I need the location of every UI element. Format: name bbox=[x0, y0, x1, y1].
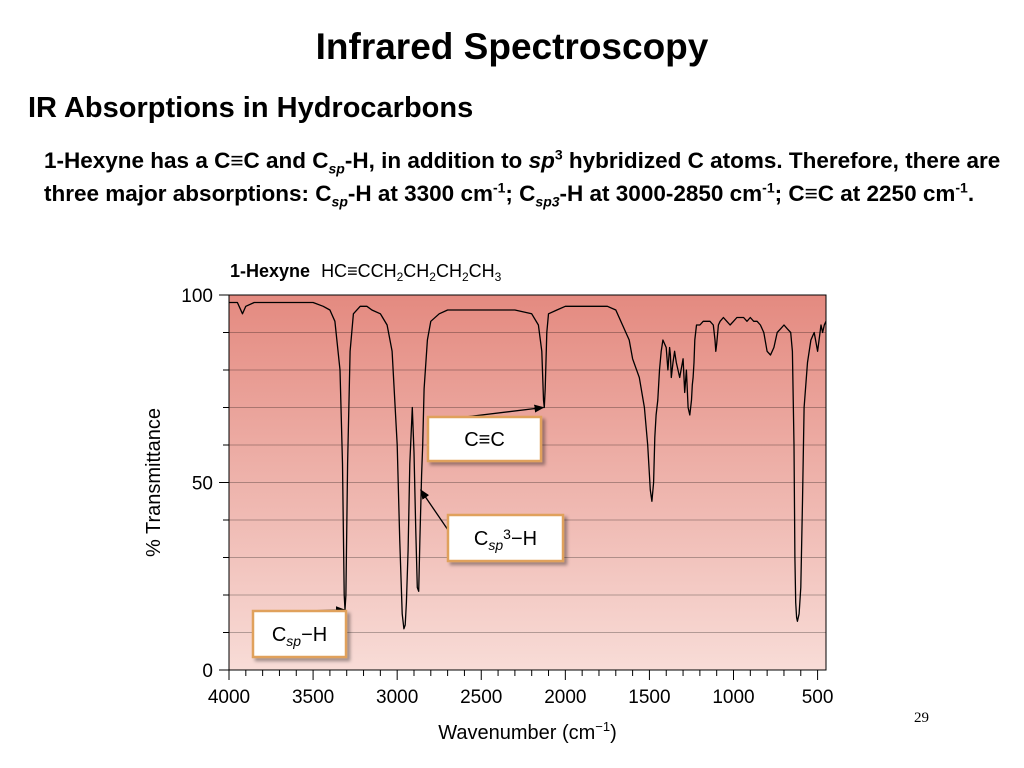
subscript-sp: sp bbox=[331, 193, 348, 210]
text-run: . bbox=[967, 181, 975, 206]
text-run: 1-Hexyne has a C bbox=[44, 148, 231, 173]
annotation-box bbox=[446, 513, 565, 563]
x-tick-label: 1000 bbox=[712, 687, 754, 708]
text-run: ; C bbox=[505, 181, 536, 206]
superscript-minus-one: -1 bbox=[762, 179, 775, 196]
superscript-3: 3 bbox=[554, 146, 563, 163]
x-axis-title-sup: −1 bbox=[595, 719, 610, 734]
text-run: -H at 3300 cm bbox=[347, 181, 493, 206]
annotation-arrow bbox=[464, 404, 545, 418]
formula-subscript: 2 bbox=[397, 270, 404, 284]
compound-name: 1-Hexyne bbox=[230, 261, 310, 281]
triple-bond-symbol: ≡ bbox=[804, 181, 818, 206]
formula-part: CH bbox=[469, 261, 495, 281]
text-run: hybridized C atoms. Therefore, there are… bbox=[44, 148, 1001, 206]
peak-annotation: Csp3−H bbox=[420, 489, 565, 563]
x-tick-label: 3000 bbox=[376, 687, 418, 708]
slide-subtitle: IR Absorptions in Hydrocarbons bbox=[28, 92, 474, 124]
subscript-sp3: sp3 bbox=[535, 193, 560, 210]
x-tick-label: 2500 bbox=[460, 687, 502, 708]
x-axis-title: Wavenumber (cm−1) bbox=[438, 719, 617, 744]
axis-ticks: 4000 3500 3000 2500 2000 1500 1000 500 0 50 100 bbox=[181, 286, 833, 708]
text-run: C and C bbox=[243, 148, 329, 173]
slide-title: Infrared Spectroscopy bbox=[315, 26, 709, 67]
page-number: 29 bbox=[914, 710, 929, 726]
text-run: C at 2250 cm bbox=[817, 181, 956, 206]
y-tick-label: 100 bbox=[181, 286, 213, 307]
text-run: -H at 3000-2850 cm bbox=[559, 181, 763, 206]
formula-subscript: 2 bbox=[429, 270, 436, 284]
formula-subscript: 3 bbox=[495, 270, 502, 284]
formula-subscript: 2 bbox=[462, 270, 469, 284]
annotation-arrow bbox=[420, 489, 449, 531]
formula-part: CH bbox=[436, 261, 462, 281]
x-tick-label: 1500 bbox=[628, 687, 670, 708]
italic-sp: sp bbox=[528, 148, 555, 173]
x-axis-title-text: Wavenumber (cm bbox=[438, 722, 595, 744]
text-run: -H, in addition to bbox=[344, 148, 529, 173]
formula-prefix: HC bbox=[321, 261, 347, 281]
x-axis-title-end: ) bbox=[610, 722, 617, 744]
y-tick-label: 0 bbox=[202, 661, 213, 682]
compound-header: 1-Hexyne HC≡CCH2CH2CH2CH3 bbox=[230, 261, 502, 284]
y-axis-title: % Transmittance bbox=[143, 408, 165, 557]
annotation-box bbox=[251, 609, 348, 659]
formula-part: CH bbox=[403, 261, 429, 281]
plot-frame bbox=[228, 294, 827, 671]
subscript-sp: sp bbox=[328, 160, 345, 177]
peak-annotation: Csp−H bbox=[251, 606, 348, 659]
x-tick-label: 2000 bbox=[544, 687, 586, 708]
annotation-label: C≡C bbox=[464, 429, 505, 451]
x-tick-label: 4000 bbox=[208, 687, 250, 708]
peak-annotations: C≡C Csp3−H Csp−H bbox=[251, 404, 565, 659]
peak-annotation: C≡C bbox=[426, 404, 545, 463]
annotation-label: Csp−H bbox=[272, 624, 327, 649]
superscript-minus-one: -1 bbox=[955, 179, 968, 196]
annotation-label: Csp3−H bbox=[474, 526, 537, 553]
text-run: ; C bbox=[774, 181, 805, 206]
formula-part: CCH bbox=[358, 261, 397, 281]
body-paragraph: 1-Hexyne has a C≡C and Csp-H, in additio… bbox=[44, 144, 1004, 210]
superscript-minus-one: -1 bbox=[492, 179, 506, 196]
formula-bond: ≡ bbox=[347, 261, 358, 281]
annotation-box bbox=[426, 415, 543, 463]
x-tick-label: 500 bbox=[802, 687, 834, 708]
y-tick-label: 50 bbox=[192, 474, 213, 495]
spectrum-line bbox=[229, 301, 827, 630]
triple-bond-symbol: ≡ bbox=[230, 148, 244, 173]
x-tick-label: 3500 bbox=[292, 687, 334, 708]
